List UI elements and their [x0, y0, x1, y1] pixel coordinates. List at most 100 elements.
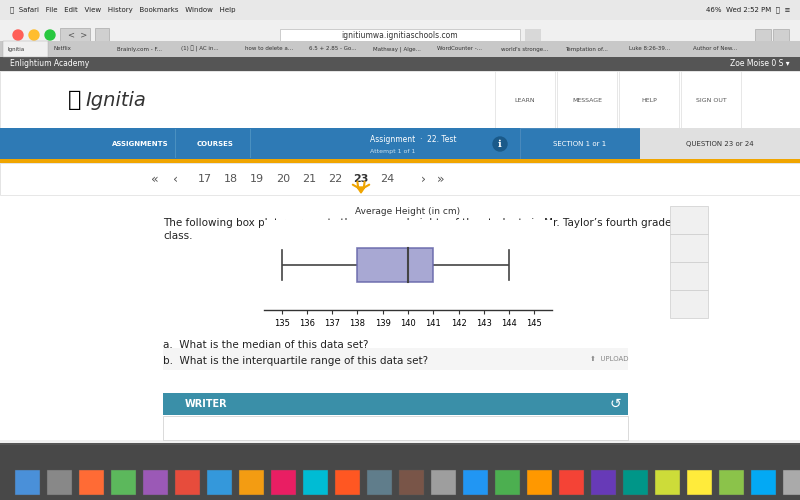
Text: 21: 21 — [302, 174, 316, 184]
Bar — [0, 163, 800, 195]
Bar — [681, 71, 741, 128]
Bar — [0, 71, 800, 128]
Text: SECTION 1 or 1: SECTION 1 or 1 — [554, 141, 606, 147]
Text: a.  What is the median of this data set?: a. What is the median of this data set? — [163, 340, 369, 350]
Polygon shape — [357, 187, 365, 193]
Text: 46%  Wed 2:52 PM  🔍  ≡: 46% Wed 2:52 PM 🔍 ≡ — [706, 6, 790, 14]
Bar — [655, 470, 680, 495]
Bar — [755, 29, 771, 43]
Text: (1) 反 | AC in...: (1) 反 | AC in... — [181, 46, 218, 52]
Text: Ignitia: Ignitia — [7, 46, 24, 52]
Text: 17: 17 — [198, 174, 212, 184]
Text: ‹: ‹ — [173, 172, 178, 186]
Text: »: » — [437, 172, 445, 186]
Circle shape — [493, 137, 507, 151]
Bar — [280, 29, 520, 43]
Bar — [0, 57, 800, 71]
Text: class.: class. — [163, 231, 193, 241]
Text: b.  What is the interquartile range of this data set?: b. What is the interquartile range of th… — [163, 356, 428, 366]
Bar — [670, 206, 708, 234]
Text: ℹ: ℹ — [498, 139, 502, 149]
Circle shape — [29, 30, 39, 40]
Bar — [303, 470, 328, 495]
Circle shape — [13, 30, 23, 40]
Bar — [175, 129, 176, 158]
Text: ↺: ↺ — [609, 397, 621, 411]
Text: ›: › — [421, 172, 426, 186]
Bar — [591, 470, 616, 495]
Bar — [670, 234, 708, 262]
Text: QUESTION 23 or 24: QUESTION 23 or 24 — [686, 141, 754, 147]
Text: HELP: HELP — [641, 98, 657, 102]
Bar — [0, 159, 800, 163]
Text: Author of New...: Author of New... — [693, 46, 737, 52]
Bar — [525, 29, 541, 43]
Bar — [207, 470, 232, 495]
Bar — [640, 128, 800, 159]
Bar — [175, 470, 200, 495]
Bar — [687, 470, 712, 495]
Title: Average Height (in cm): Average Height (in cm) — [355, 208, 461, 216]
Bar — [527, 470, 552, 495]
Bar — [239, 470, 264, 495]
Text: «: « — [151, 172, 159, 186]
Bar — [0, 41, 800, 57]
Bar — [431, 470, 456, 495]
Bar — [143, 470, 168, 495]
Bar — [79, 470, 104, 495]
Text: how to delete a...: how to delete a... — [245, 46, 293, 52]
Text: Attempt 1 of 1: Attempt 1 of 1 — [370, 150, 415, 154]
Text: LEARN: LEARN — [514, 98, 535, 102]
Bar — [335, 470, 360, 495]
Bar — [0, 445, 800, 500]
Text: Netflix: Netflix — [53, 46, 71, 52]
Bar — [163, 416, 628, 440]
Text: Luke 8:26-39...: Luke 8:26-39... — [629, 46, 670, 52]
Text: Mathway | Alge...: Mathway | Alge... — [373, 46, 421, 52]
Bar — [399, 470, 424, 495]
Text: ⬆  UPLOAD: ⬆ UPLOAD — [590, 356, 629, 362]
Text: SIGN OUT: SIGN OUT — [696, 98, 726, 102]
Text: 🔥: 🔥 — [68, 90, 82, 110]
Text: The following box plot represents the average heights of the students in Mr. Tay: The following box plot represents the av… — [163, 218, 702, 228]
Text: ASSIGNMENTS: ASSIGNMENTS — [112, 141, 168, 147]
Bar — [773, 29, 789, 43]
Text: Temptation of...: Temptation of... — [565, 46, 608, 52]
Text: Assignment  ·  22. Test: Assignment · 22. Test — [370, 136, 457, 144]
Bar — [623, 470, 648, 495]
Text: COURSES: COURSES — [197, 141, 234, 147]
Bar — [495, 71, 555, 128]
Text: <  >: < > — [68, 30, 87, 40]
Bar — [559, 470, 584, 495]
Circle shape — [45, 30, 55, 40]
Bar — [719, 470, 744, 495]
Text: 19: 19 — [250, 174, 264, 184]
Text: 6.5 + 2.85 - Go...: 6.5 + 2.85 - Go... — [309, 46, 357, 52]
Bar — [95, 28, 109, 42]
Bar — [670, 290, 708, 318]
Bar — [670, 262, 708, 290]
Text: WordCounter -...: WordCounter -... — [437, 46, 482, 52]
Bar — [3, 41, 48, 57]
Bar — [619, 71, 679, 128]
Bar — [0, 443, 800, 445]
Bar — [271, 470, 296, 495]
Bar — [60, 28, 90, 42]
Bar — [463, 470, 488, 495]
Text: WRITER: WRITER — [185, 399, 228, 409]
Text: 🍎  Safari   File   Edit   View   History   Bookmarks   Window   Help: 🍎 Safari File Edit View History Bookmark… — [10, 6, 235, 14]
Text: Brainly.com - F...: Brainly.com - F... — [117, 46, 162, 52]
Text: 23: 23 — [354, 174, 369, 184]
Bar — [111, 470, 136, 495]
Bar — [520, 128, 640, 159]
FancyBboxPatch shape — [358, 248, 434, 282]
Text: 24: 24 — [380, 174, 394, 184]
Text: 18: 18 — [224, 174, 238, 184]
Bar — [250, 129, 251, 158]
Text: Zoe Moise 0 S ▾: Zoe Moise 0 S ▾ — [730, 60, 790, 68]
Text: 20: 20 — [276, 174, 290, 184]
Bar — [495, 470, 520, 495]
Bar — [0, 128, 800, 159]
Bar — [557, 71, 617, 128]
Bar — [47, 470, 72, 495]
